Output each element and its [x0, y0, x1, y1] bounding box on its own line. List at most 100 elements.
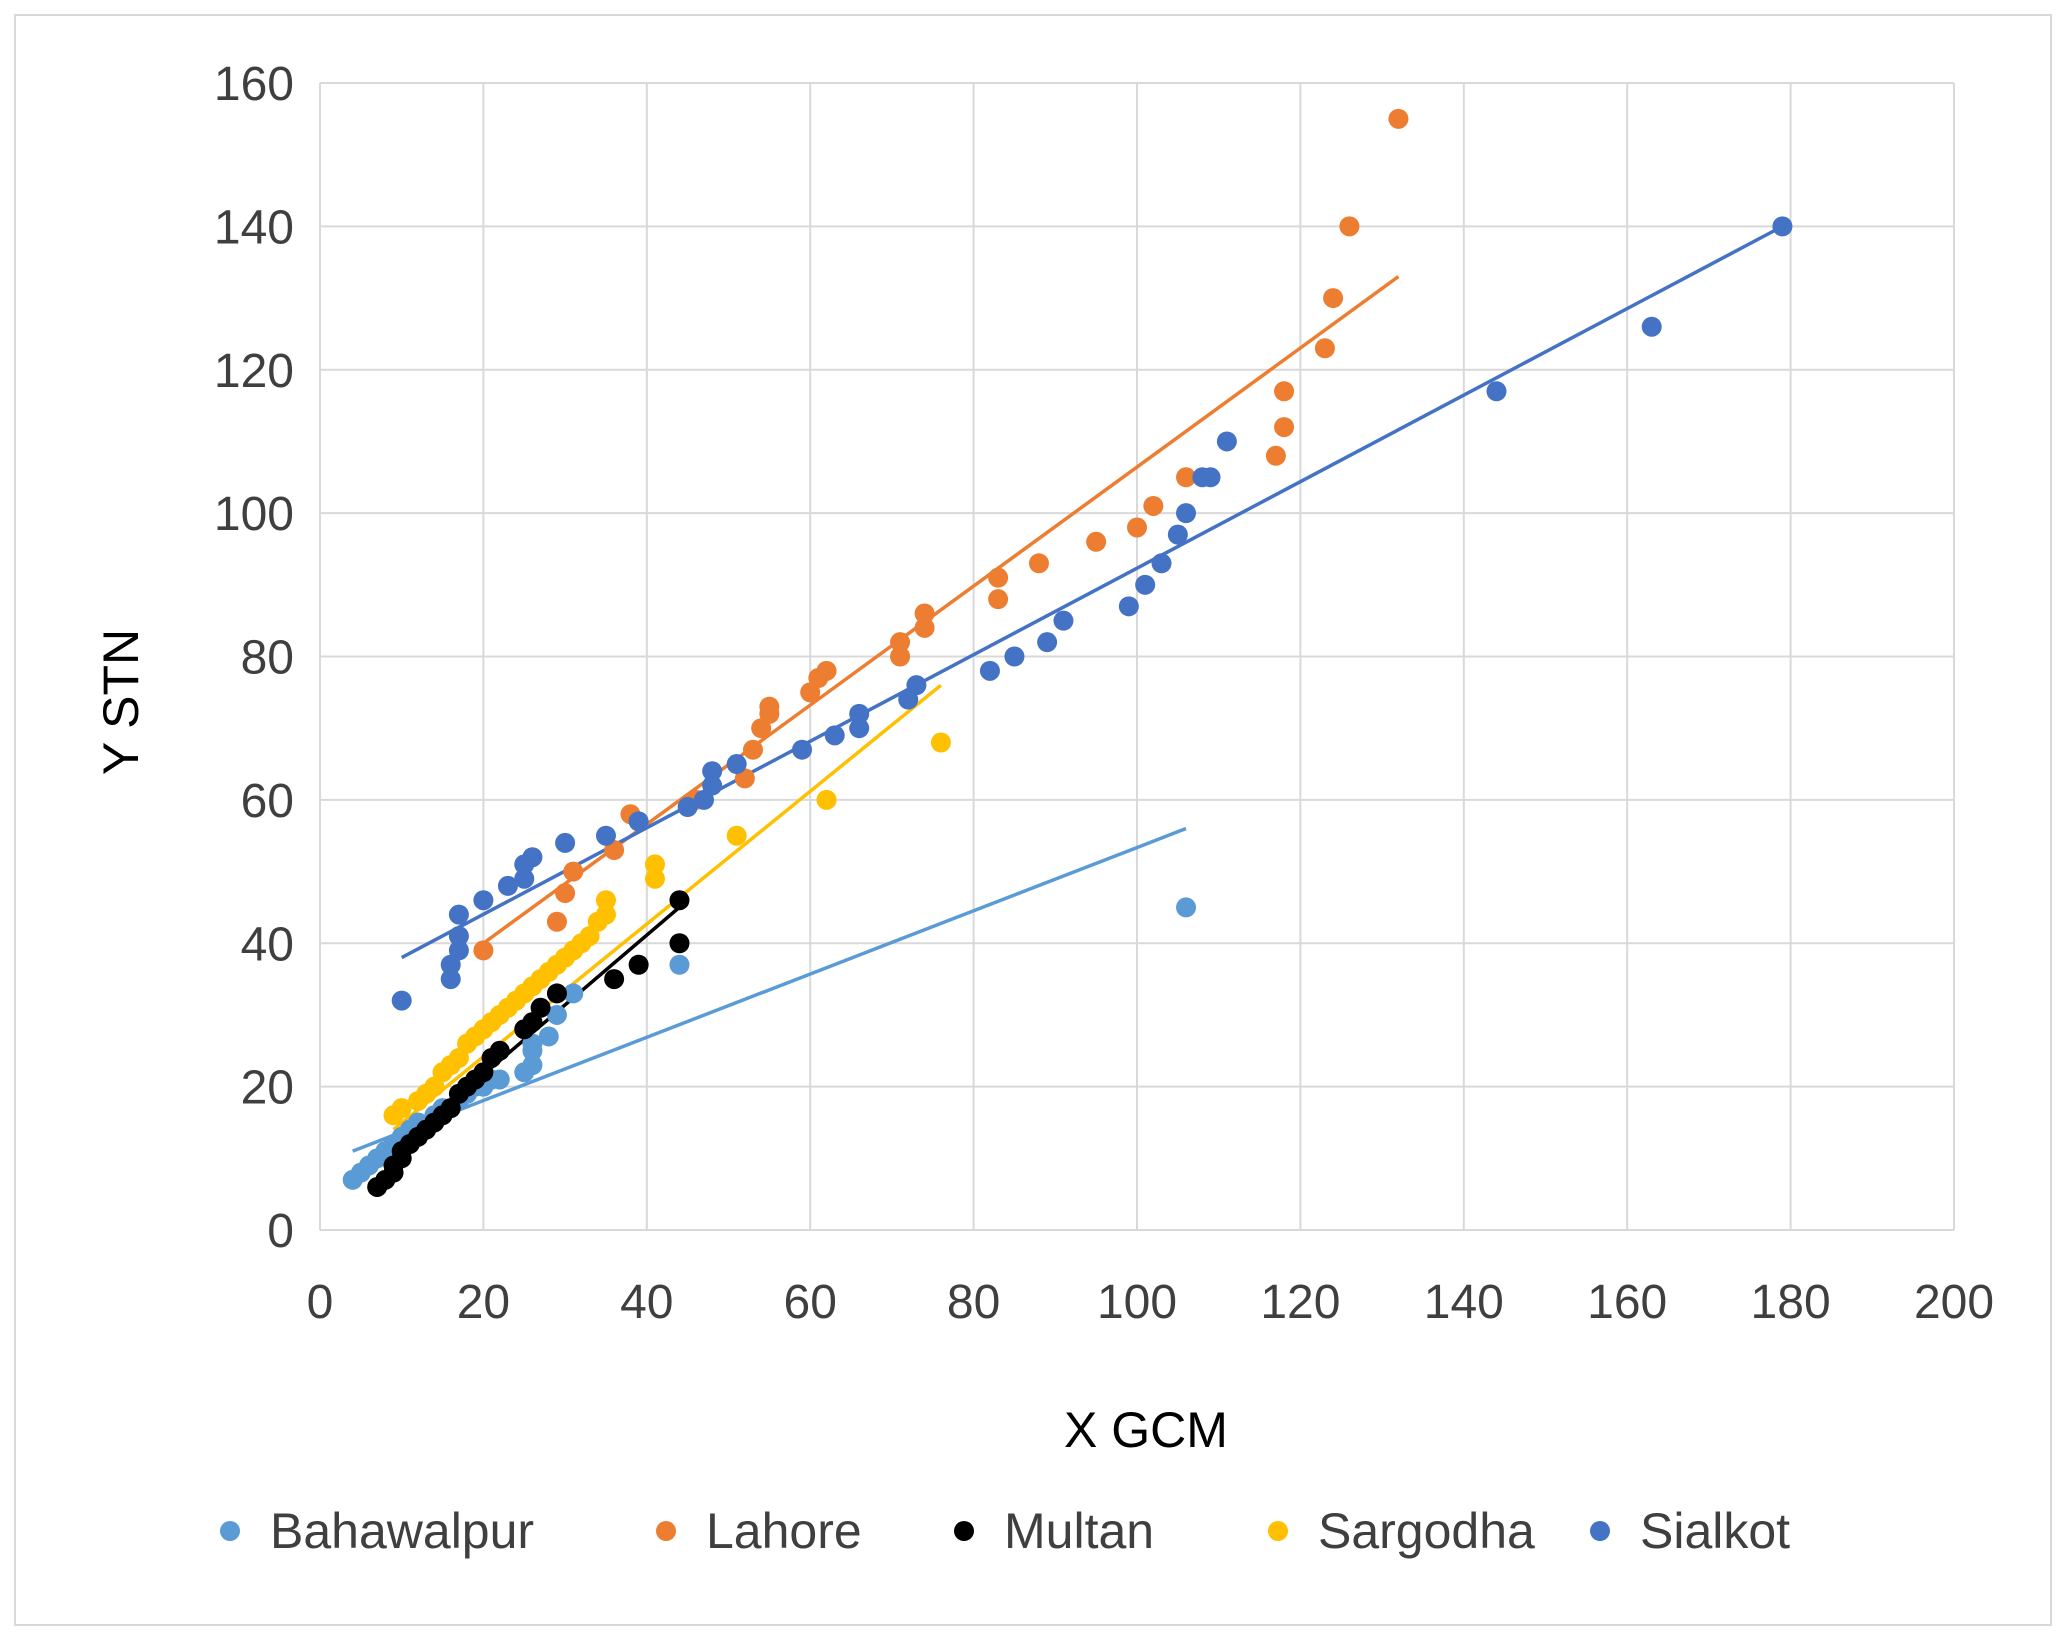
point-sialkot [555, 832, 576, 853]
data-points [342, 108, 1793, 1197]
point-sialkot [824, 725, 845, 746]
point-sialkot [1176, 503, 1197, 524]
point-sialkot [1772, 216, 1793, 237]
point-bahawalpur [489, 1069, 510, 1090]
point-multan [489, 1040, 510, 1061]
legend-label-bahawalpur: Bahawalpur [270, 1503, 534, 1559]
point-sialkot [849, 718, 870, 739]
point-sialkot [628, 811, 649, 832]
scatter-chart: 0 20 40 60 80 100 120 140 160 180 200 0 20 40 60 80 100 1… [93, 58, 1994, 1559]
trendline-sialkot [400, 224, 1784, 960]
point-lahore [1127, 517, 1147, 538]
point-sialkot [391, 990, 412, 1011]
point-sialkot [514, 868, 535, 889]
point-sialkot [979, 660, 1000, 681]
point-lahore [1265, 445, 1286, 466]
legend-item-lahore: Lahore [656, 1503, 862, 1559]
y-tick-label: 80 [241, 632, 294, 685]
trendline-sargodha [392, 683, 943, 1131]
point-sargodha [816, 789, 837, 810]
legend-item-multan: Multan [954, 1503, 1154, 1559]
point-sialkot [448, 926, 469, 947]
point-lahore [1143, 495, 1164, 516]
point-sialkot [906, 675, 927, 696]
point-sargodha [644, 854, 665, 875]
point-sargodha [595, 904, 616, 925]
point-multan [546, 983, 567, 1004]
y-tick-label: 20 [241, 1062, 294, 1115]
point-lahore [1339, 216, 1360, 237]
legend-marker-sialkot [1590, 1521, 1610, 1541]
point-multan [628, 954, 649, 975]
legend-label-sialkot: Sialkot [1640, 1503, 1790, 1559]
point-lahore [1388, 108, 1409, 129]
x-tick-label: 140 [1424, 1276, 1504, 1329]
legend-marker-multan [954, 1521, 974, 1541]
legend: Bahawalpur Lahore Multan Sargodha Sialkot [220, 1503, 1790, 1559]
point-sialkot [702, 775, 723, 796]
y-tick-label: 160 [214, 58, 294, 111]
point-sialkot [448, 940, 469, 961]
trendline-bahawalpur [352, 826, 1187, 1153]
point-lahore [1274, 381, 1295, 402]
y-tick-label: 40 [241, 918, 294, 971]
point-multan [530, 997, 551, 1018]
point-lahore [816, 660, 837, 681]
x-tick-label: 100 [1097, 1276, 1177, 1329]
tick-labels: 0 20 40 60 80 100 120 140 160 180 200 0 20 40 60 80 100 1… [214, 58, 1994, 1329]
point-sargodha [644, 868, 665, 889]
point-sialkot [792, 739, 813, 760]
legend-marker-lahore [656, 1521, 676, 1541]
point-lahore [546, 911, 567, 932]
point-sargodha [726, 825, 747, 846]
legend-item-bahawalpur: Bahawalpur [220, 1503, 534, 1559]
x-tick-label: 120 [1260, 1276, 1340, 1329]
point-sialkot [1216, 431, 1237, 452]
y-tick-label: 140 [214, 201, 294, 254]
x-tick-label: 80 [947, 1276, 1000, 1329]
point-bahawalpur [546, 1004, 567, 1025]
point-sialkot [702, 761, 723, 782]
point-sialkot [1037, 632, 1058, 653]
point-lahore [988, 567, 1009, 588]
chart-frame: 0 20 40 60 80 100 120 140 160 180 200 0 20 40 60 80 100 1… [14, 14, 2052, 1626]
x-tick-label: 20 [457, 1276, 510, 1329]
point-lahore [1028, 553, 1049, 574]
point-lahore [914, 617, 935, 638]
y-tick-label: 120 [214, 345, 294, 398]
point-lahore [1176, 467, 1197, 488]
point-lahore [1314, 338, 1335, 359]
legend-item-sialkot: Sialkot [1590, 1503, 1790, 1559]
x-tick-label: 40 [620, 1276, 673, 1329]
legend-label-multan: Multan [1004, 1503, 1154, 1559]
y-axis-title: Y STN [93, 629, 149, 775]
x-tick-label: 180 [1751, 1276, 1831, 1329]
legend-marker-bahawalpur [220, 1521, 240, 1541]
point-bahawalpur [1176, 897, 1197, 918]
point-sialkot [726, 754, 747, 775]
point-sialkot [849, 703, 870, 724]
grid [319, 82, 1955, 1231]
point-multan [604, 969, 625, 990]
point-sialkot [1167, 524, 1188, 545]
point-bahawalpur [538, 1026, 559, 1047]
point-sialkot [1004, 646, 1025, 667]
point-lahore [759, 696, 780, 717]
point-lahore [890, 632, 911, 653]
legend-item-sargodha: Sargodha [1268, 1503, 1535, 1559]
point-lahore [743, 739, 764, 760]
point-multan [669, 933, 690, 954]
point-lahore [914, 603, 935, 624]
x-axis-title: X GCM [1064, 1402, 1228, 1458]
point-sialkot [473, 890, 494, 911]
point-sialkot [1200, 467, 1221, 488]
point-sargodha [595, 890, 616, 911]
legend-marker-sargodha [1268, 1521, 1288, 1541]
y-tick-label: 100 [214, 488, 294, 541]
y-tick-label: 60 [241, 775, 294, 828]
point-bahawalpur [669, 954, 690, 975]
point-sialkot [1641, 316, 1662, 337]
point-sialkot [1135, 574, 1156, 595]
point-lahore [1274, 417, 1295, 438]
point-lahore [1086, 531, 1107, 552]
